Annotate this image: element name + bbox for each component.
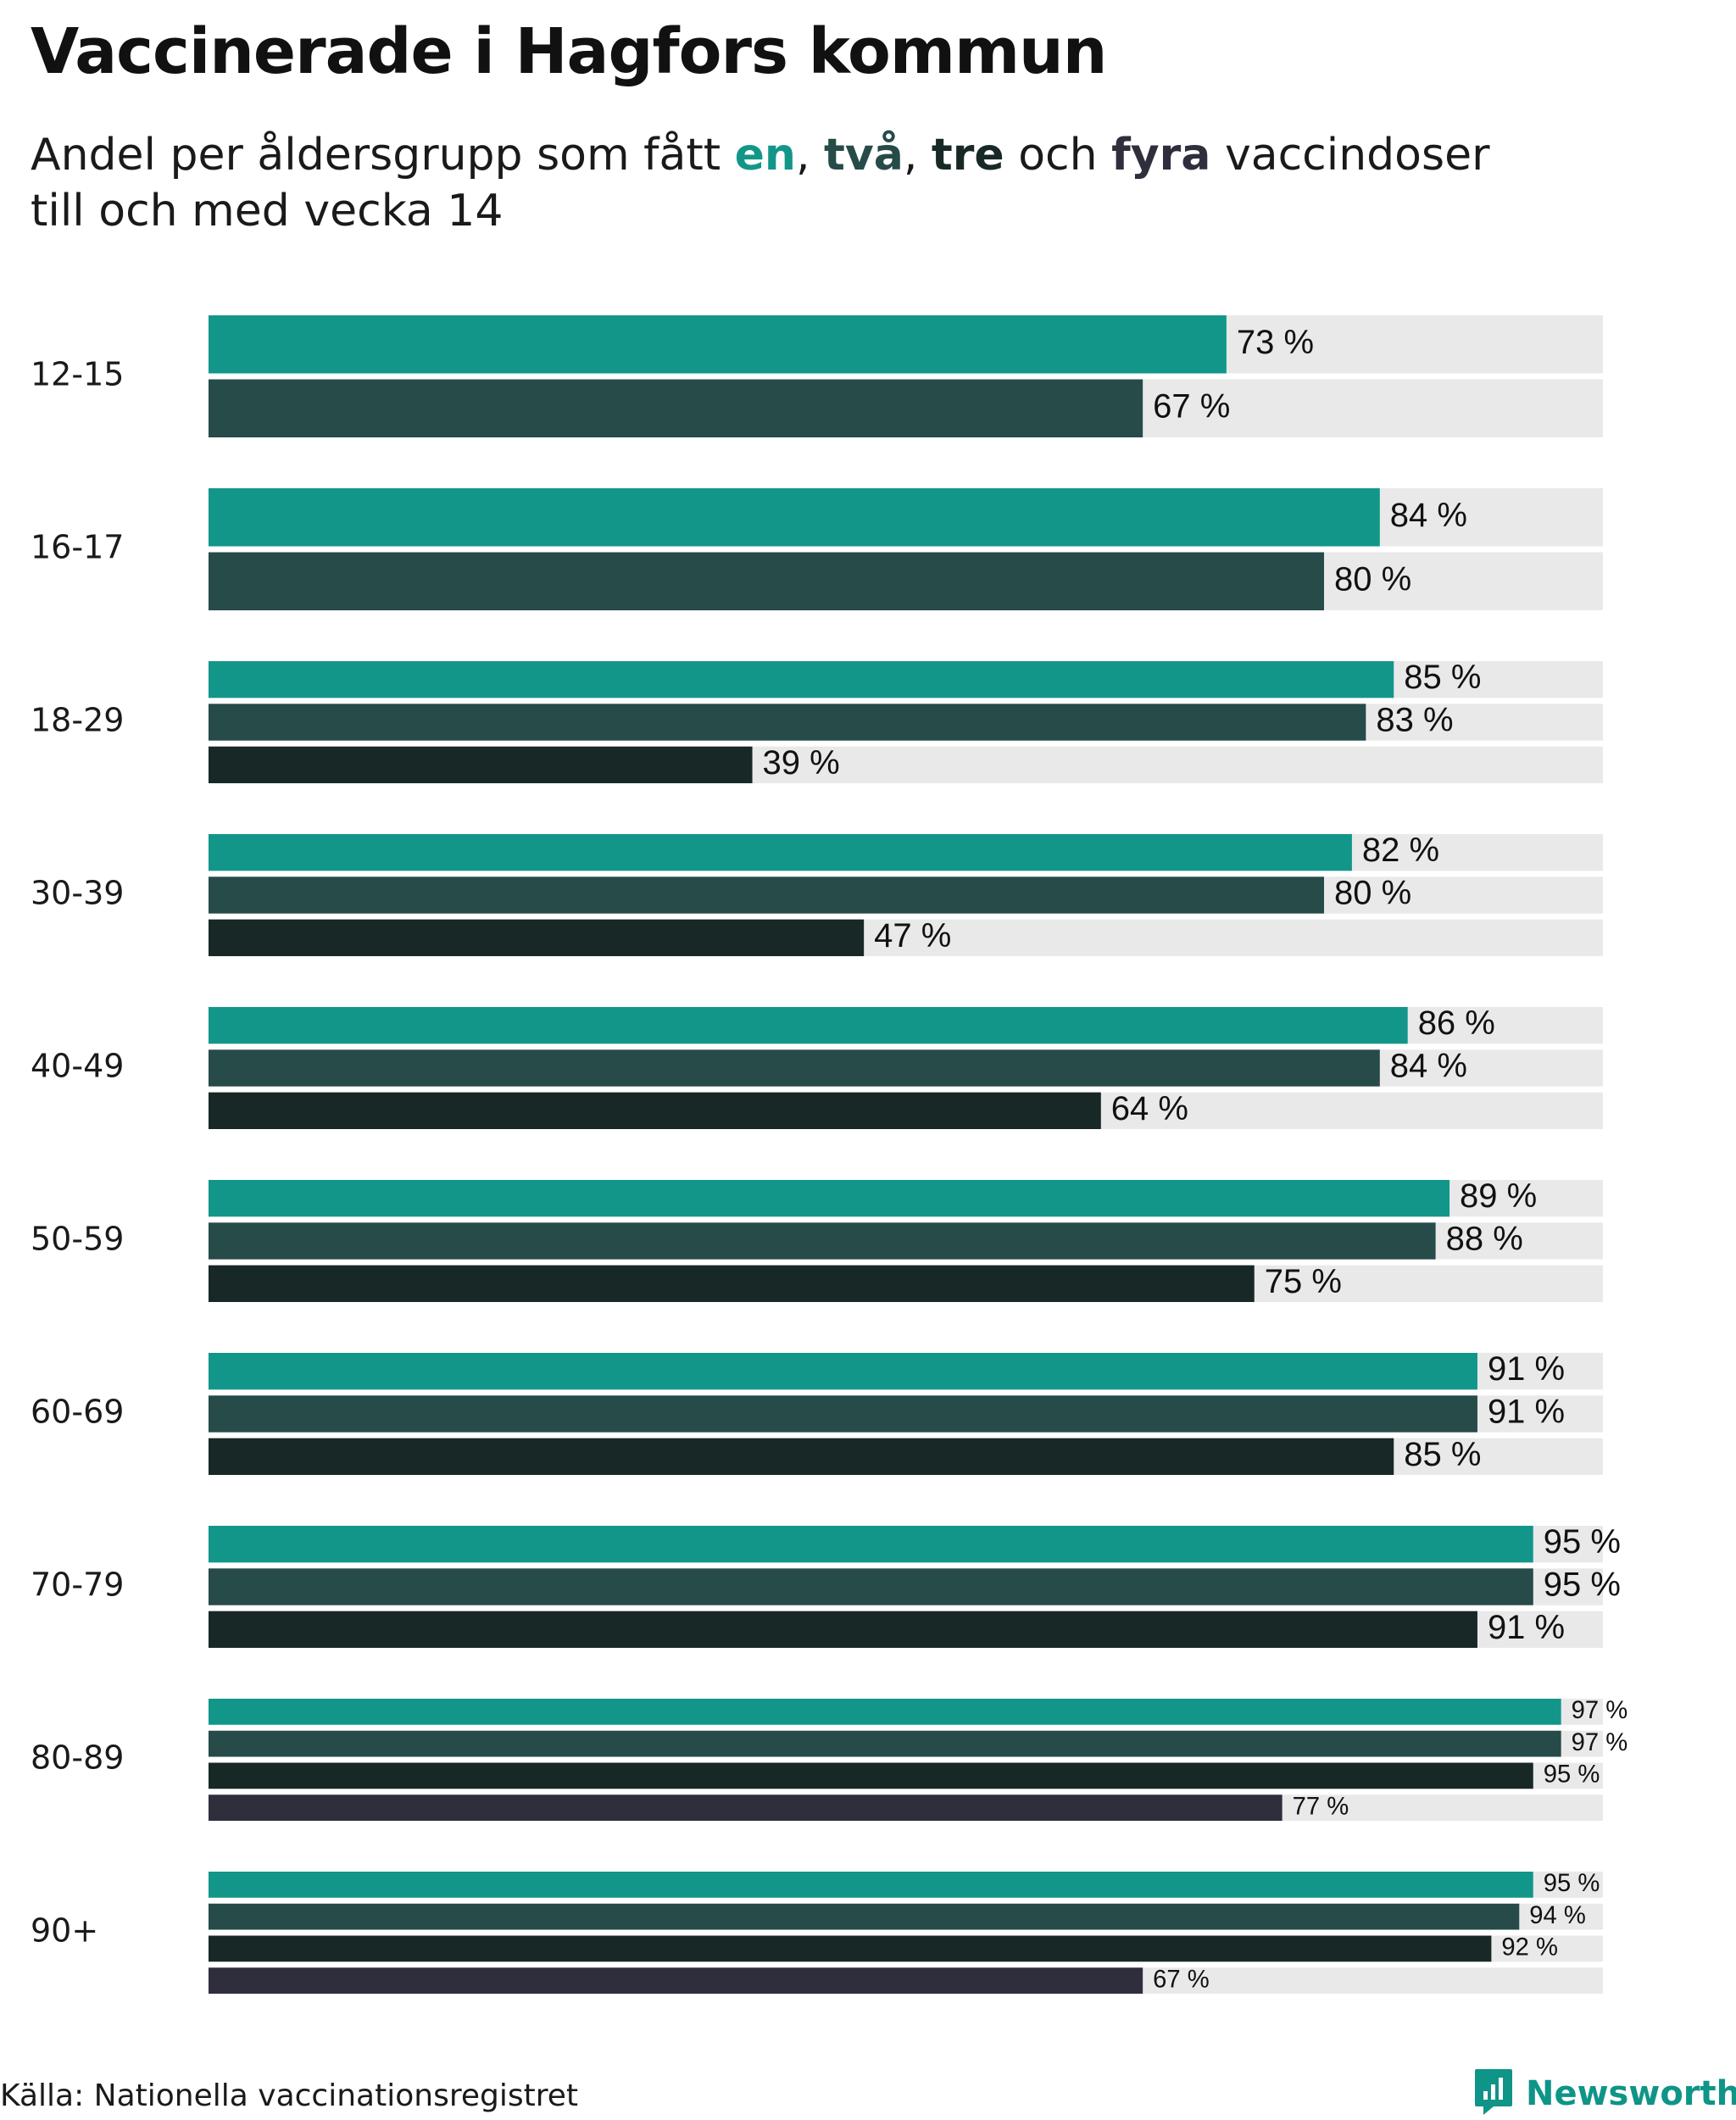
bar-12-15-en [209, 315, 1227, 374]
value-label-16-17-en: 84 % [1390, 497, 1467, 534]
value-label-60-69-tre: 85 % [1404, 1436, 1481, 1473]
bar-18-29-tre [209, 746, 753, 783]
bar-90+-två [209, 1903, 1520, 1930]
subtitle-line-1: Andel per åldersgrupp som fått en, två, … [31, 127, 1489, 183]
bar-80-89-fyra [209, 1794, 1283, 1821]
bar-90+-en [209, 1872, 1533, 1898]
bar-40-49-två [209, 1049, 1380, 1087]
category-label-16-17: 16-17 [31, 529, 124, 566]
bar-80-89-en [209, 1699, 1561, 1725]
subtitle-sep-2: , [903, 130, 918, 181]
subtitle-and-word: och [1018, 130, 1098, 181]
newsworthy-logo: Newsworthy [1473, 2068, 1736, 2119]
value-label-60-69-två: 91 % [1488, 1394, 1565, 1431]
bar-50-59-en [209, 1180, 1450, 1217]
category-label-30-39: 30-39 [31, 875, 124, 912]
category-label-80-89: 80-89 [31, 1739, 124, 1777]
value-label-50-59-tre: 75 % [1265, 1263, 1342, 1300]
value-label-90+-tre: 92 % [1501, 1934, 1558, 1961]
bar-16-17-två [209, 552, 1324, 610]
value-label-30-39-två: 80 % [1334, 875, 1411, 912]
bar-30-39-två [209, 876, 1324, 914]
value-label-30-39-tre: 47 % [874, 917, 951, 954]
bar-12-15-två [209, 379, 1143, 437]
category-label-18-29: 18-29 [31, 702, 124, 739]
page-title: Vaccinerade i Hagfors kommun [31, 15, 1107, 88]
subtitle-suffix: vaccindoser [1224, 130, 1490, 181]
bar-60-69-två [209, 1395, 1477, 1433]
value-label-30-39-en: 82 % [1362, 832, 1439, 869]
bar-18-29-två [209, 704, 1366, 741]
bar-70-79-en [209, 1526, 1533, 1563]
category-label-50-59: 50-59 [31, 1221, 124, 1258]
bar-16-17-en [209, 488, 1380, 547]
bar-50-59-tre [209, 1265, 1255, 1302]
value-label-90+-fyra: 67 % [1153, 1966, 1210, 1993]
bar-50-59-två [209, 1222, 1436, 1260]
value-label-40-49-två: 84 % [1390, 1048, 1467, 1085]
bar-90+-tre [209, 1935, 1492, 1962]
category-label-40-49: 40-49 [31, 1048, 124, 1085]
value-label-70-79-tre: 91 % [1488, 1609, 1565, 1646]
bar-60-69-tre [209, 1438, 1394, 1475]
value-label-80-89-fyra: 77 % [1293, 1793, 1349, 1820]
value-label-70-79-en: 95 % [1544, 1523, 1621, 1561]
subtitle-prefix: Andel per åldersgrupp som fått [31, 130, 721, 181]
dose-word-tva: två [824, 130, 904, 181]
newsworthy-logo-icon [1473, 2067, 1514, 2120]
value-label-50-59-en: 89 % [1460, 1177, 1537, 1215]
bar-70-79-två [209, 1568, 1533, 1605]
category-label-12-15: 12-15 [31, 356, 124, 393]
bar-30-39-tre [209, 919, 865, 956]
bar-90+-fyra [209, 1967, 1143, 1994]
value-label-16-17-två: 80 % [1334, 560, 1411, 598]
source-note: Källa: Nationella vaccinationsregistret [0, 2078, 578, 2113]
value-label-40-49-tre: 64 % [1111, 1090, 1188, 1127]
value-label-90+-två: 94 % [1529, 1902, 1586, 1929]
bar-80-89-tre [209, 1762, 1533, 1789]
dose-word-fyra: fyra [1111, 130, 1211, 181]
newsworthy-logo-name: Newsworthy [1526, 2074, 1736, 2113]
category-label-90+: 90+ [31, 1912, 98, 1950]
bar-60-69-en [209, 1353, 1477, 1390]
dose-word-en: en [734, 130, 796, 181]
bar-30-39-en [209, 834, 1352, 871]
value-label-18-29-en: 85 % [1404, 659, 1481, 696]
value-label-80-89-en: 97 % [1572, 1697, 1628, 1724]
bar-40-49-en [209, 1007, 1408, 1044]
value-label-80-89-två: 97 % [1572, 1729, 1628, 1756]
value-label-18-29-tre: 39 % [763, 744, 840, 782]
subtitle-sep-1: , [795, 130, 810, 181]
subtitle: Andel per åldersgrupp som fått en, två, … [31, 127, 1489, 239]
subtitle-line-2: till och med vecka 14 [31, 186, 504, 236]
dose-word-tre: tre [931, 130, 1004, 181]
bar-18-29-en [209, 661, 1394, 698]
bar-40-49-tre [209, 1092, 1101, 1129]
category-label-70-79: 70-79 [31, 1566, 124, 1604]
value-label-12-15-en: 73 % [1237, 324, 1314, 361]
value-label-12-15-två: 67 % [1153, 387, 1230, 425]
value-label-70-79-två: 95 % [1544, 1566, 1621, 1604]
value-label-80-89-tre: 95 % [1544, 1761, 1600, 1789]
value-label-40-49-en: 86 % [1418, 1004, 1495, 1042]
value-label-60-69-en: 91 % [1488, 1350, 1565, 1388]
value-label-18-29-två: 83 % [1376, 702, 1453, 739]
category-label-60-69: 60-69 [31, 1394, 124, 1431]
bar-80-89-två [209, 1730, 1561, 1757]
value-label-50-59-två: 88 % [1446, 1221, 1523, 1258]
value-label-90+-en: 95 % [1544, 1870, 1600, 1897]
bar-70-79-tre [209, 1611, 1477, 1648]
